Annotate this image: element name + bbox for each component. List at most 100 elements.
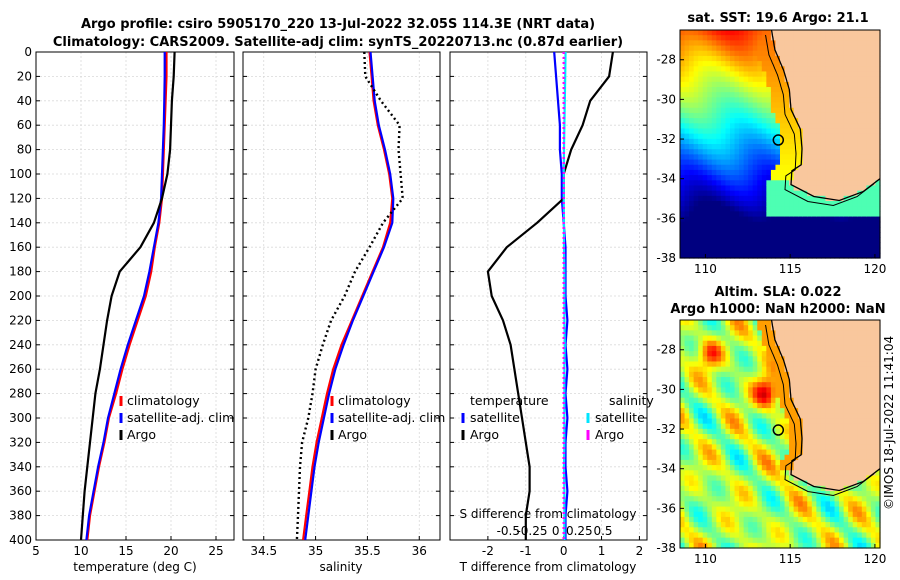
- map-cell: [748, 340, 754, 347]
- map-cell: [784, 206, 790, 212]
- map-cell: [720, 92, 727, 98]
- map-cell: [798, 320, 804, 326]
- map-cell: [748, 335, 754, 342]
- map-cell: [711, 50, 717, 57]
- map-cell: [725, 532, 731, 539]
- map-cell: [716, 387, 722, 394]
- map-cell: [825, 221, 831, 228]
- map-cell: [857, 92, 863, 98]
- map-cell: [730, 159, 736, 166]
- map-cell: [725, 221, 731, 228]
- map-cell: [811, 35, 817, 41]
- map-cell: [861, 226, 867, 233]
- map-cell: [848, 30, 854, 36]
- map-cell: [707, 537, 713, 544]
- map-cell: [861, 501, 867, 508]
- map-cell: [843, 211, 849, 218]
- map-cell: [802, 397, 808, 404]
- map-cell: [820, 71, 827, 78]
- map-cell: [716, 159, 722, 166]
- map-cell: [761, 252, 767, 259]
- map-cell: [834, 465, 840, 471]
- map-cell: [734, 232, 740, 238]
- map-cell: [775, 87, 781, 93]
- map-cell: [711, 226, 717, 233]
- map-cell: [693, 439, 699, 445]
- map-cell: [784, 97, 790, 104]
- map-cell: [766, 138, 772, 145]
- map-cell: [698, 428, 704, 435]
- map-cell: [784, 102, 790, 109]
- legend-entry: climatology: [127, 393, 200, 408]
- map-cell: [748, 351, 754, 357]
- map-cell: [752, 449, 758, 456]
- map-cell: [775, 45, 781, 52]
- map-cell: [848, 232, 854, 238]
- map-cell: [743, 50, 749, 57]
- map-cell: [830, 501, 836, 508]
- map-cell: [716, 45, 722, 52]
- map-cell: [725, 480, 731, 487]
- map-y-tick-label: -34: [656, 172, 676, 186]
- map-cell: [852, 226, 858, 233]
- map-cell: [757, 480, 763, 487]
- map-cell: [748, 66, 754, 73]
- map-cell: [757, 154, 763, 161]
- map-cell: [739, 335, 745, 342]
- map-cell: [689, 480, 695, 487]
- map-cell: [825, 496, 831, 502]
- map-cell: [689, 527, 695, 534]
- map-cell: [734, 485, 740, 492]
- map-cell: [789, 195, 795, 202]
- map-cell: [857, 102, 863, 109]
- map-cell: [843, 247, 849, 254]
- map-cell: [748, 382, 754, 388]
- map-cell: [870, 356, 877, 363]
- legend-entry: satellite: [470, 410, 520, 425]
- map-cell: [707, 247, 713, 254]
- map-cell: [861, 40, 867, 47]
- map-cell: [830, 30, 836, 36]
- map-cell: [834, 408, 840, 414]
- map-cell: [711, 206, 717, 212]
- map-cell: [734, 532, 740, 539]
- map-cell: [811, 423, 817, 430]
- map-cell: [848, 444, 854, 451]
- map-cell: [739, 71, 745, 78]
- x-tick-label: 10: [73, 544, 88, 558]
- map-cell: [693, 470, 699, 477]
- map-cell: [861, 511, 867, 518]
- map-cell: [770, 418, 777, 425]
- map-cell: [770, 107, 777, 114]
- map-cell: [684, 169, 690, 176]
- map-cell: [807, 522, 813, 528]
- map-cell: [830, 480, 836, 487]
- map-cell: [680, 516, 686, 523]
- map-cell: [711, 216, 717, 223]
- map-cell: [811, 345, 817, 352]
- map-cell: [775, 81, 781, 88]
- map-cell: [689, 180, 695, 187]
- map-cell: [730, 335, 736, 342]
- map-cell: [775, 66, 781, 73]
- map-cell: [866, 97, 872, 104]
- map-cell: [752, 164, 758, 171]
- map-cell: [780, 185, 786, 192]
- figure-title-line1: Argo profile: csiro 5905170_220 13-Jul-2…: [81, 17, 595, 32]
- map-cell: [820, 154, 827, 161]
- map-cell: [716, 449, 722, 456]
- map-cell: [852, 61, 858, 67]
- map-cell: [816, 516, 822, 523]
- map-cell: [766, 356, 772, 363]
- map-cell: [716, 92, 722, 98]
- map-cell: [766, 123, 772, 130]
- map-cell: [684, 413, 690, 420]
- map-cell: [743, 40, 749, 47]
- map-cell: [720, 123, 727, 130]
- map-cell: [725, 516, 731, 523]
- map-cell: [775, 76, 781, 83]
- map-cell: [734, 361, 740, 368]
- map-cell: [866, 345, 872, 352]
- map-cell: [734, 444, 740, 451]
- map-cell: [761, 532, 767, 539]
